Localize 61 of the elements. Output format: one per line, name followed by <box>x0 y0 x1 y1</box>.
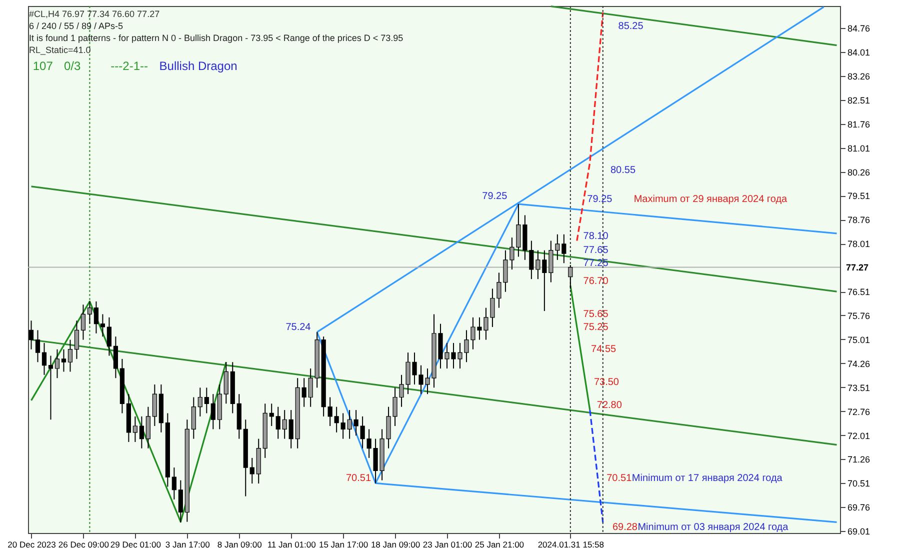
x-tick-label: 8 Jan 09:00 <box>217 540 262 550</box>
x-tick-label: 11 Jan 01:00 <box>267 540 316 550</box>
y-tick-label: 78.01 <box>848 239 870 250</box>
y-tick-label: 69.01 <box>848 526 870 537</box>
x-tick-label: 26 Dec 09:00 <box>58 540 110 550</box>
y-tick-label: 84.76 <box>848 24 870 34</box>
x-tick-label: 20 Dec 2023 <box>8 540 56 550</box>
y-tick-label: 80.26 <box>848 167 870 178</box>
annotation: 78.10 <box>583 231 609 242</box>
annotation: 76.70 <box>583 276 609 287</box>
annotation: 75.65 <box>583 309 609 320</box>
annotation: 77.65 <box>583 245 609 256</box>
x-tick-label: 15 Jan 17:00 <box>318 540 368 550</box>
y-tick-label: 81.01 <box>848 143 870 154</box>
y-tick-label: 81.76 <box>848 119 870 130</box>
y-tick-label: 74.26 <box>848 358 870 369</box>
y-tick-label: 84.01 <box>848 47 870 58</box>
x-tick-label: 3 Jan 17:00 <box>165 540 210 550</box>
annotation: 75.24 <box>286 322 312 333</box>
y-tick-label: 83.26 <box>848 71 870 82</box>
annotation: 80.55 <box>610 165 636 176</box>
annotation: ---2-1-- <box>110 59 148 73</box>
annotation: Maximum от 29 января 2024 года <box>634 194 788 205</box>
annotation: 77.25 <box>583 258 609 269</box>
y-tick-label: 69.76 <box>848 502 870 513</box>
annotation: 79.25 <box>587 194 613 205</box>
annotation: Bullish Dragon <box>159 59 238 73</box>
y-tick-label: 72.01 <box>848 430 870 441</box>
annotation: 75.25 <box>583 322 609 333</box>
annotation: 6 / 240 / 55 / 89 / APs-5 <box>28 21 124 31</box>
y-tick-label: 75.01 <box>848 334 870 345</box>
x-tick-label: 29 Dec 01:00 <box>110 540 162 550</box>
annotation: Minimum от 17 января 2024 года <box>632 473 783 484</box>
x-tick-label: 18 Jan 09:00 <box>370 540 420 550</box>
annotation: It is found 1 patterns - for pattern N 0 - Bullish Dragon - 73.95 < Range of the prices D < 73.95 <box>28 33 404 43</box>
annotation: 74.55 <box>591 344 617 355</box>
y-tick-label: 71.26 <box>848 454 870 465</box>
x-tick-label: 25 Jan 21:00 <box>474 540 524 550</box>
annotation: 70.51 <box>346 473 372 484</box>
ref-line-label: 77.27 <box>846 262 869 272</box>
y-tick-label: 82.51 <box>848 95 870 106</box>
y-tick-label: 70.51 <box>848 478 870 489</box>
annotation: RL_Static=41.0 <box>28 45 91 55</box>
y-tick-label: 78.76 <box>848 215 870 226</box>
y-tick-label: 72.76 <box>848 406 870 417</box>
annotation: 0/3 <box>64 59 81 73</box>
annotation: #CL,H4 76.97 77.34 76.60 77.27 <box>28 9 160 19</box>
y-tick-label: 75.76 <box>848 310 870 321</box>
annotation: Minimum от 03 января 2024 года <box>638 522 789 533</box>
x-tick-label: 23 Jan 01:00 <box>422 540 472 550</box>
y-tick-label: 79.51 <box>848 191 870 202</box>
y-tick-label: 76.51 <box>848 287 870 298</box>
annotation: 79.25 <box>482 191 508 202</box>
annotation: 85.25 <box>618 21 644 32</box>
annotation: 107 <box>32 59 54 73</box>
annotation: 73.50 <box>594 377 620 388</box>
y-tick-label: 73.51 <box>848 382 870 393</box>
annotation: 70.51 <box>606 473 632 484</box>
annotation: 69.28 <box>612 522 638 533</box>
x-tick-label: 2024.01.31 15:58 <box>538 540 604 550</box>
annotation: 72.80 <box>596 400 622 411</box>
